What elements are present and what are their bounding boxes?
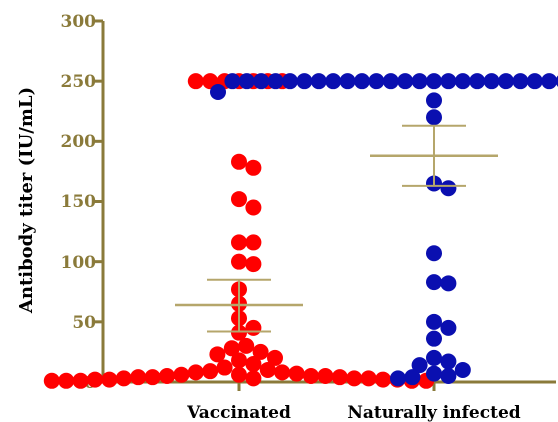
data-point bbox=[245, 234, 262, 251]
data-point bbox=[231, 191, 247, 208]
data-point bbox=[267, 73, 284, 90]
data-point bbox=[346, 370, 363, 387]
data-point bbox=[216, 359, 233, 376]
data-point bbox=[245, 159, 262, 176]
data-point bbox=[426, 73, 442, 90]
data-point bbox=[209, 346, 226, 363]
mean-sem-0 bbox=[175, 278, 303, 333]
data-point bbox=[187, 73, 204, 90]
data-point bbox=[375, 371, 391, 388]
data-point bbox=[498, 73, 514, 90]
data-point bbox=[440, 367, 457, 384]
data-point bbox=[440, 353, 457, 370]
data-point bbox=[238, 73, 255, 90]
data-point bbox=[411, 357, 428, 374]
data-point bbox=[231, 324, 247, 341]
y-tick-label-250: 250 bbox=[61, 72, 97, 92]
data-point bbox=[440, 180, 457, 197]
data-point bbox=[440, 73, 457, 90]
y-tick-label-300: 300 bbox=[61, 12, 97, 32]
data-point bbox=[303, 367, 319, 384]
data-point bbox=[368, 73, 385, 90]
data-point bbox=[310, 73, 327, 90]
data-point bbox=[245, 370, 262, 387]
data-point bbox=[411, 73, 428, 90]
data-point bbox=[469, 73, 486, 90]
data-point bbox=[130, 369, 147, 386]
data-point bbox=[382, 73, 399, 90]
data-point bbox=[144, 369, 161, 386]
data-point bbox=[231, 153, 247, 170]
data-point bbox=[555, 75, 558, 87]
data-point bbox=[115, 370, 132, 387]
data-point bbox=[72, 372, 89, 389]
y-tick-label-200: 200 bbox=[61, 132, 97, 152]
data-point bbox=[426, 349, 442, 366]
data-point bbox=[426, 109, 442, 126]
data-point bbox=[426, 274, 442, 291]
y-tick-label-100: 100 bbox=[61, 253, 97, 273]
y-tick-label-150: 150 bbox=[61, 192, 97, 212]
data-point bbox=[526, 73, 543, 90]
x-category-label-vaccinated: Vaccinated bbox=[186, 403, 291, 422]
data-point bbox=[259, 361, 276, 378]
data-point bbox=[541, 73, 558, 90]
data-point bbox=[231, 253, 247, 270]
data-point bbox=[238, 337, 255, 354]
data-point bbox=[331, 369, 348, 386]
data-point bbox=[339, 73, 356, 90]
data-point bbox=[354, 73, 370, 90]
data-point bbox=[404, 369, 421, 386]
data-point bbox=[397, 73, 414, 90]
data-point bbox=[245, 199, 262, 216]
data-point bbox=[210, 83, 226, 100]
data-point bbox=[274, 364, 291, 381]
series-naturally-infected bbox=[210, 73, 558, 387]
data-point bbox=[245, 319, 262, 336]
data-point bbox=[282, 73, 298, 90]
data-point bbox=[58, 372, 75, 389]
data-point bbox=[426, 245, 442, 262]
data-point bbox=[245, 256, 262, 273]
data-point bbox=[159, 367, 175, 384]
data-point bbox=[173, 366, 190, 383]
data-point bbox=[296, 73, 313, 90]
data-point bbox=[253, 73, 270, 90]
data-point bbox=[87, 371, 103, 388]
data-point bbox=[426, 92, 442, 109]
data-point bbox=[390, 370, 406, 387]
data-point bbox=[224, 73, 241, 90]
y-axis-title: Antibody titer (IU/mL) bbox=[16, 87, 37, 314]
data-point bbox=[267, 349, 283, 366]
data-point bbox=[231, 352, 247, 369]
data-point bbox=[317, 367, 334, 384]
data-point bbox=[223, 340, 240, 357]
data-point bbox=[288, 365, 305, 382]
data-point bbox=[360, 370, 377, 387]
data-point bbox=[483, 73, 500, 90]
data-point bbox=[426, 365, 442, 382]
data-point bbox=[440, 319, 457, 336]
data-point bbox=[231, 234, 247, 251]
x-category-label-naturally-infected: Naturally infected bbox=[347, 403, 520, 422]
y-tick-label-50: 50 bbox=[72, 313, 96, 333]
data-point bbox=[252, 343, 269, 360]
data-point bbox=[202, 363, 219, 380]
data-point bbox=[325, 73, 342, 90]
data-point bbox=[187, 364, 204, 381]
data-point bbox=[245, 355, 262, 372]
data-point bbox=[101, 371, 118, 388]
data-point bbox=[512, 73, 529, 90]
data-point bbox=[426, 313, 442, 330]
data-point bbox=[43, 372, 60, 389]
data-point bbox=[454, 361, 471, 378]
data-point bbox=[426, 330, 442, 347]
data-point bbox=[231, 366, 247, 383]
data-point bbox=[454, 73, 471, 90]
data-point bbox=[440, 275, 457, 292]
mean-sem-1 bbox=[370, 124, 498, 187]
